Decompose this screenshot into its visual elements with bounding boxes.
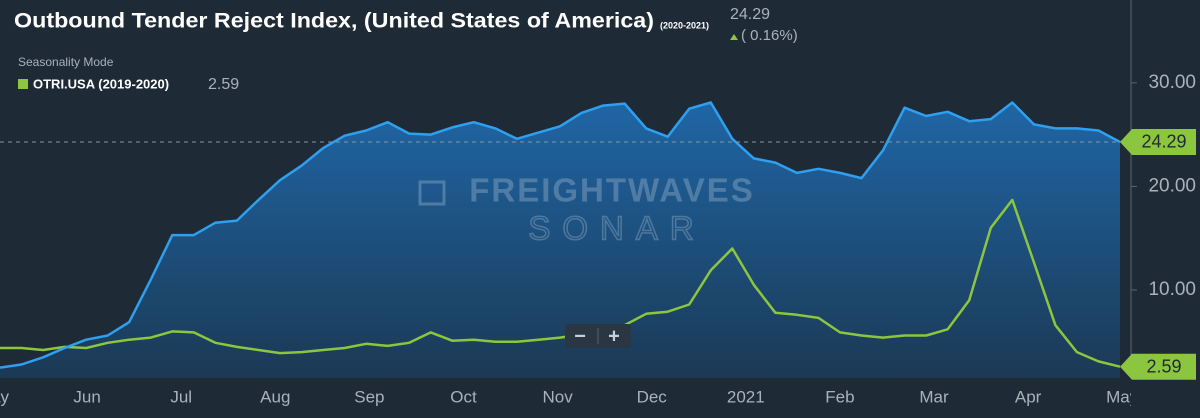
series-line [0,198,1121,368]
current-value: 24.29 [730,6,770,23]
value-badge [1120,128,1196,155]
watermark-icon [418,180,446,206]
x-tick-label: May [0,387,10,406]
y-tick-label: 10.00 [1148,279,1196,300]
x-tick-label: Jul [170,387,192,406]
watermark-text: SONAR [528,210,705,247]
x-tick-label: Sep [354,387,384,406]
y-axis-panel [1131,0,1200,418]
x-tick-label: Feb [825,387,854,406]
y-tick-label: 20.00 [1148,175,1196,196]
x-tick-label: Nov [542,387,573,406]
x-tick-label: Mar [919,387,949,406]
mode-label: Seasonality Mode [18,55,114,69]
plot-area: May Jun Jul Aug Sep Oct Nov Dec 2021 Feb Mar Apr May [0,101,1139,406]
series-line [0,101,1121,369]
x-tick-label: May [1106,387,1139,406]
x-tick-label: Aug [260,387,290,406]
change: ( 0.16%) [741,27,798,44]
value-badge-label: 24.29 [1141,132,1186,152]
x-tick-label: 2021 [727,387,765,406]
legend-entry: OTRI.USA (2019-2020) [33,76,169,91]
overlay: Outbound Tender Reject Index, (United St… [14,0,1200,418]
watermark-text: FREIGHTWAVES [469,172,755,209]
legend-value: 2.59 [208,76,239,93]
up-arrow [730,34,738,40]
legend-swatch [18,79,28,89]
value-badge [1120,353,1196,380]
y-tick-label: 30.00 [1148,72,1196,93]
x-tick-label: Oct [450,387,477,406]
chart-title: Outbound Tender Reject Index, (United St… [14,10,654,33]
watermark: FREIGHTWAVES SONAR [418,172,755,247]
x-tick-label: Apr [1015,387,1042,406]
title-period: (2020-2021) [660,20,709,30]
x-tick-label: Dec [637,387,668,406]
value-badge-label: 2.59 [1146,356,1181,376]
zoom-out-button[interactable]: − [574,325,586,347]
zoom-controls: − + [565,324,631,348]
x-tick-label: Jun [73,387,100,406]
zoom-in-button[interactable]: + [608,325,620,347]
area [0,102,1120,378]
